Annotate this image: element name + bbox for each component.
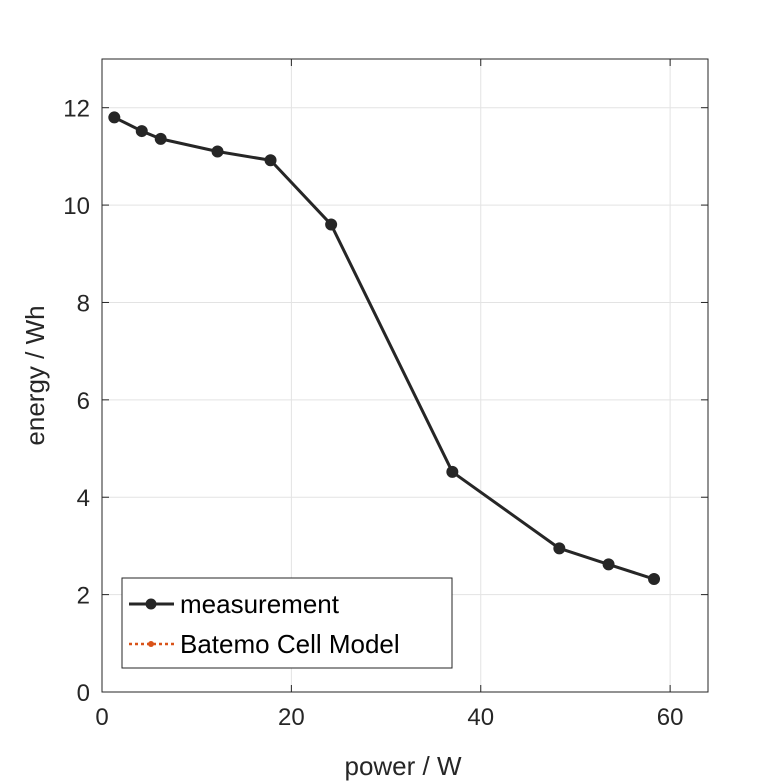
plot-frame [101, 58, 709, 693]
data-point [135, 125, 148, 138]
legend-marker-measurement [145, 598, 157, 610]
legend: measurement Batemo Cell Model [121, 577, 453, 669]
x-tick-label: 20 [278, 704, 305, 731]
data-point [108, 111, 121, 124]
y-tick-label: 6 [77, 388, 90, 415]
y-tick-label: 10 [63, 193, 90, 220]
legend-item-measurement: measurement [129, 589, 340, 619]
x-tick-label: 40 [467, 704, 494, 731]
data-point [602, 558, 615, 571]
y-tick-label: 12 [63, 96, 90, 123]
data-point [446, 465, 459, 478]
y-tick-label: 2 [77, 583, 90, 610]
data-point [553, 542, 566, 555]
data-point [211, 145, 224, 158]
series-layer [108, 111, 661, 586]
x-tick-label: 60 [657, 704, 684, 731]
legend-marker-batemo-cell-model [148, 641, 154, 647]
y-axis-label: energy / Wh [20, 305, 50, 445]
tick-labels: 0 20 40 60 0 2 4 6 8 10 12 [63, 96, 683, 731]
data-point [264, 154, 277, 167]
series-0 [108, 111, 661, 586]
x-axis-label: power / W [344, 751, 461, 781]
legend-box [121, 577, 453, 669]
x-tick-label: 0 [95, 704, 108, 731]
y-tick-label: 4 [77, 485, 90, 512]
legend-label-batemo-cell-model: Batemo Cell Model [180, 629, 400, 659]
data-point [325, 218, 338, 231]
tick-marks [101, 59, 708, 693]
grid-lines [102, 59, 708, 692]
legend-item-batemo-cell-model: Batemo Cell Model [129, 629, 400, 659]
data-point [648, 573, 661, 586]
y-tick-label: 0 [77, 680, 90, 707]
data-point [154, 132, 167, 145]
legend-label-measurement: measurement [180, 589, 340, 619]
series-line [113, 116, 655, 581]
y-tick-label: 8 [77, 290, 90, 317]
